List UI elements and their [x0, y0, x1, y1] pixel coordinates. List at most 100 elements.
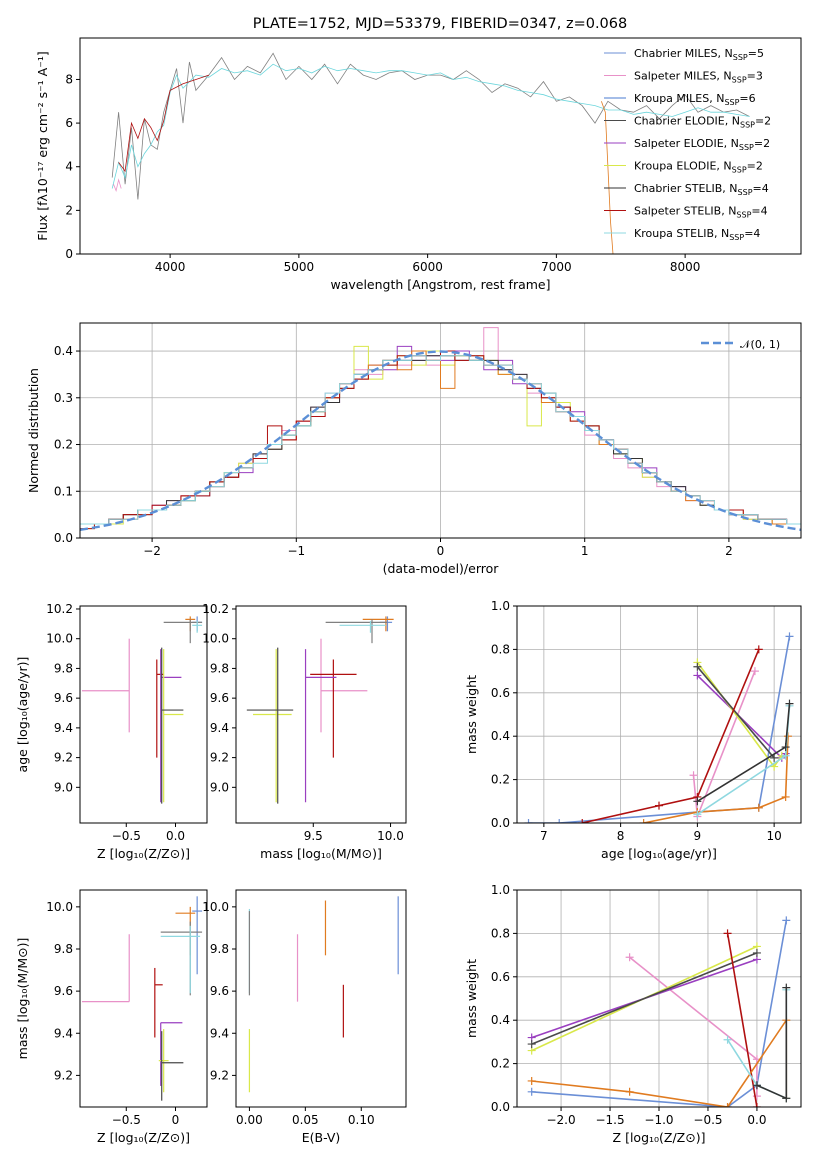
data-point	[723, 1035, 732, 1044]
axes-frame	[79, 605, 208, 824]
y-tick-label: 0.6	[491, 970, 510, 984]
y-tick-label: 9.4	[54, 1026, 73, 1040]
y-tick-label: 10.0	[202, 900, 229, 914]
panel-mass-vs-EBV: 0.00 0.05 0.10 9.2 9.4 9.6 9.8 10.0 E(B-V)	[202, 889, 407, 1145]
series-line	[118, 74, 209, 173]
data-point	[782, 916, 791, 925]
legend-sub: SSP	[729, 233, 744, 242]
legend-suffix: =4	[744, 227, 760, 240]
legend-suffix: =6	[739, 92, 755, 105]
plot-area	[111, 52, 750, 254]
legend-entry: Kroupa STELIB, NSSP=4	[634, 227, 760, 242]
legend-entry: 𝒩(0, 1)	[740, 338, 780, 351]
histogram-step	[80, 355, 801, 538]
y-tick-label: 9.4	[210, 721, 229, 735]
legend-entry: Kroupa ELODIE, NSSP=2	[634, 160, 763, 175]
data-point	[655, 801, 663, 810]
x-axis-label: Z [log₁₀(Z/Z⊙)]	[613, 1130, 706, 1145]
normal-curve	[80, 350, 801, 531]
x-tick-label: 2	[725, 544, 733, 558]
y-tick-label: 9.8	[210, 661, 229, 675]
legend-label: Salpeter STELIB, N	[634, 205, 736, 218]
y-axis-label: Flux [fλ10⁻¹⁷ erg cm⁻² s⁻¹ A⁻¹]	[35, 51, 50, 240]
plot-area	[81, 616, 203, 804]
data-point	[723, 1103, 732, 1107]
legend-sub: SSP	[739, 143, 754, 152]
data-point	[578, 819, 587, 823]
legend-label: Kroupa STELIB, N	[634, 227, 729, 240]
panel-age-vs-Z: −0.5 0.0 9.0 9.2 9.4 9.6 9.8 10.0 10.2 Z [log₁₀(Z…	[15, 602, 208, 861]
y-tick-label: 0.4	[54, 344, 73, 358]
x-tick-label: 0	[437, 544, 445, 558]
panel-age-vs-mass: 9.5 10.0 9.0 9.2 9.4 9.6 9.8 10.0 10.2 mass [log₁…	[202, 602, 407, 861]
series-line	[531, 952, 758, 1045]
legend-sub: SSP	[736, 211, 751, 220]
data-point	[754, 645, 763, 654]
y-tick-label: 9.6	[54, 984, 73, 998]
y-tick-label: 9.6	[54, 691, 73, 705]
axes-frame	[235, 605, 407, 824]
figure-title: PLATE=1752, MJD=53379, FIBERID=0347, z=0…	[253, 16, 627, 32]
x-tick-label: 0.10	[348, 1113, 375, 1127]
data-point	[781, 792, 790, 801]
y-tick-label: 9.2	[54, 1068, 73, 1082]
y-axis-label: mass weight	[464, 959, 479, 1038]
data-point	[781, 743, 790, 752]
series-line	[531, 920, 788, 1107]
panel-weight-vs-Z: −2.0 −1.5 −1.0 −0.5 0.0 0.0 0.2 0.4 0.6 0.8 1.0 Z […	[464, 883, 802, 1145]
y-tick-label: 9.0	[210, 780, 229, 794]
y-tick-label: 9.4	[210, 1026, 229, 1040]
series-line	[582, 649, 760, 823]
series-line	[111, 52, 750, 200]
panels: 4000 5000 6000 7000 8000 0 2 4 6 8 wavelength [Ang…	[15, 37, 802, 1145]
data-point	[750, 667, 759, 676]
series-line	[696, 666, 775, 759]
x-tick-label: 0.0	[166, 829, 185, 843]
legend-suffix: =2	[754, 137, 770, 150]
data-point	[693, 662, 702, 671]
data-point	[723, 929, 732, 938]
y-tick-label: 9.0	[54, 780, 73, 794]
data-point	[752, 1103, 761, 1107]
y-tick-label: 0.4	[491, 1013, 510, 1027]
legend-label: Chabrier MILES, N	[634, 47, 733, 60]
panel-residuals: −2 −1 0 1 2 0.0 0.1 0.2 0.3 0.4 (data-model)/error…	[26, 322, 802, 576]
x-axis-label: Z [log₁₀(Z/Z⊙)]	[97, 846, 190, 861]
x-tick-label: 6000	[412, 260, 443, 274]
y-tick-label: 9.8	[54, 661, 73, 675]
y-tick-label: 9.2	[54, 751, 73, 765]
data-point	[555, 819, 564, 823]
x-axis-label: (data-model)/error	[383, 561, 500, 576]
legend-suffix: =3	[747, 70, 763, 83]
y-tick-label: 9.8	[210, 942, 229, 956]
y-tick-label: 9.2	[210, 751, 229, 765]
y-tick-label: 0.2	[491, 1057, 510, 1071]
x-tick-label: −0.5	[112, 1113, 141, 1127]
data-point	[689, 771, 698, 780]
data-point	[524, 819, 533, 823]
legend-label: Chabrier STELIB, N	[634, 182, 738, 195]
legend-entry: Chabrier STELIB, NSSP=4	[634, 182, 769, 197]
legend-suffix: =4	[753, 182, 769, 195]
data-point	[527, 1076, 536, 1085]
x-tick-label: −1.0	[644, 1113, 673, 1127]
x-tick-label: 7000	[541, 260, 572, 274]
data-point	[752, 948, 761, 957]
plot-area	[80, 327, 801, 538]
legend-label: Chabrier ELODIE, N	[634, 115, 740, 128]
y-tick-label: 0	[65, 247, 73, 261]
data-point	[639, 819, 648, 823]
y-tick-label: 10.0	[46, 900, 73, 914]
x-tick-label: 0.0	[747, 1113, 766, 1127]
legend-entry: Chabrier MILES, NSSP=5	[634, 47, 764, 62]
legend-sub: SSP	[724, 98, 739, 107]
series-line	[601, 101, 614, 254]
y-tick-label: 1.0	[491, 599, 510, 613]
y-tick-label: 0.6	[491, 686, 510, 700]
legend-entry: Chabrier ELODIE, NSSP=2	[634, 115, 771, 130]
panel-weight-vs-age: 7 8 9 10 0.0 0.2 0.4 0.6 0.8 1.0 age [log₁₀(age/yr…	[464, 599, 802, 861]
y-tick-label: 9.6	[210, 984, 229, 998]
data-point	[527, 1087, 536, 1096]
x-tick-label: −1	[287, 544, 305, 558]
